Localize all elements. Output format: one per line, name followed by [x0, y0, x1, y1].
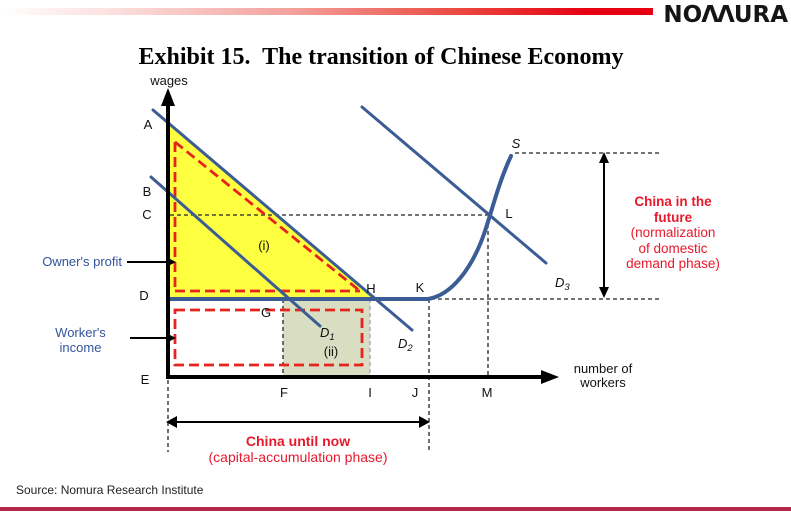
- now-subtitle: (capital-accumulation phase): [208, 448, 388, 465]
- logo-text-right: URA: [733, 2, 788, 28]
- exhibit-title: Exhibit 15. The transition of Chinese Ec…: [138, 44, 624, 70]
- future-arrow-bottom-head-icon: [599, 287, 609, 298]
- d1-curve-label: D1: [320, 325, 335, 343]
- future-arrow-top-head-icon: [599, 152, 609, 163]
- future-sub-line2: of domestic: [638, 240, 708, 256]
- x-axis-label-line1: number of: [574, 361, 633, 376]
- future-sub-line3: demand phase): [626, 256, 720, 271]
- region-i-label: (i): [258, 238, 270, 253]
- profit-triangle-hypotenuse: [174, 140, 361, 293]
- logo-m-glyph: ΛΛ: [701, 2, 735, 28]
- brand-gradient-bar: [0, 8, 653, 15]
- now-arrow-left-head-icon: [166, 416, 177, 428]
- owners-profit-arrowhead-icon: [166, 257, 176, 267]
- china-future-annotation: China in the future (normalization of do…: [599, 194, 747, 272]
- future-title-line2: future: [653, 209, 693, 225]
- point-m-label: M: [482, 385, 493, 400]
- point-i-label: I: [368, 385, 372, 400]
- future-title-line1: China in the: [634, 194, 712, 209]
- supply-curve-label: S: [512, 136, 521, 151]
- x-axis-label-line2: workers: [579, 375, 626, 390]
- point-b-label: B: [143, 184, 152, 199]
- demand-curve-d1: [149, 175, 322, 328]
- china-until-now-annotation: China until now (capital-accumulation ph…: [150, 433, 446, 465]
- workers-income-line2: income: [59, 339, 102, 355]
- x-axis-arrowhead-icon: [541, 370, 559, 384]
- y-axis-arrowhead-icon: [161, 88, 175, 106]
- region-ii-label: (ii): [324, 344, 338, 359]
- point-a-label: A: [144, 117, 153, 132]
- nomura-logo: NOΛΛURA: [663, 2, 788, 28]
- now-arrow-right-head-icon: [419, 416, 430, 428]
- supply-curve: [166, 154, 513, 301]
- bottom-rule: [0, 507, 791, 511]
- y-axis-label: wages: [149, 73, 188, 88]
- workers-income-line1: Worker's: [55, 325, 106, 340]
- d3-curve-label: D3: [555, 275, 570, 293]
- point-l-label: L: [505, 206, 512, 221]
- point-h-label: H: [366, 281, 375, 296]
- source-note: Source: Nomura Research Institute: [16, 483, 204, 497]
- point-g-label: G: [261, 305, 271, 320]
- point-f-label: F: [280, 385, 288, 400]
- workers-income-label: Worker's income: [33, 325, 128, 355]
- point-j-label: J: [412, 385, 419, 400]
- point-d-label: D: [139, 288, 148, 303]
- demand-curve-d2: [151, 108, 414, 332]
- future-sub-line1: (normalization: [630, 225, 716, 240]
- logo-text-left: NO: [663, 2, 703, 28]
- point-e-label: E: [141, 372, 150, 387]
- now-title: China until now: [245, 433, 351, 449]
- point-k-label: K: [416, 280, 425, 295]
- point-c-label: C: [142, 207, 151, 222]
- workers-income-arrowhead-icon: [166, 333, 176, 343]
- demand-curve-d3: [360, 105, 548, 265]
- d2-curve-label: D2: [398, 336, 413, 354]
- owners-profit-label: Owner's profit: [42, 254, 122, 269]
